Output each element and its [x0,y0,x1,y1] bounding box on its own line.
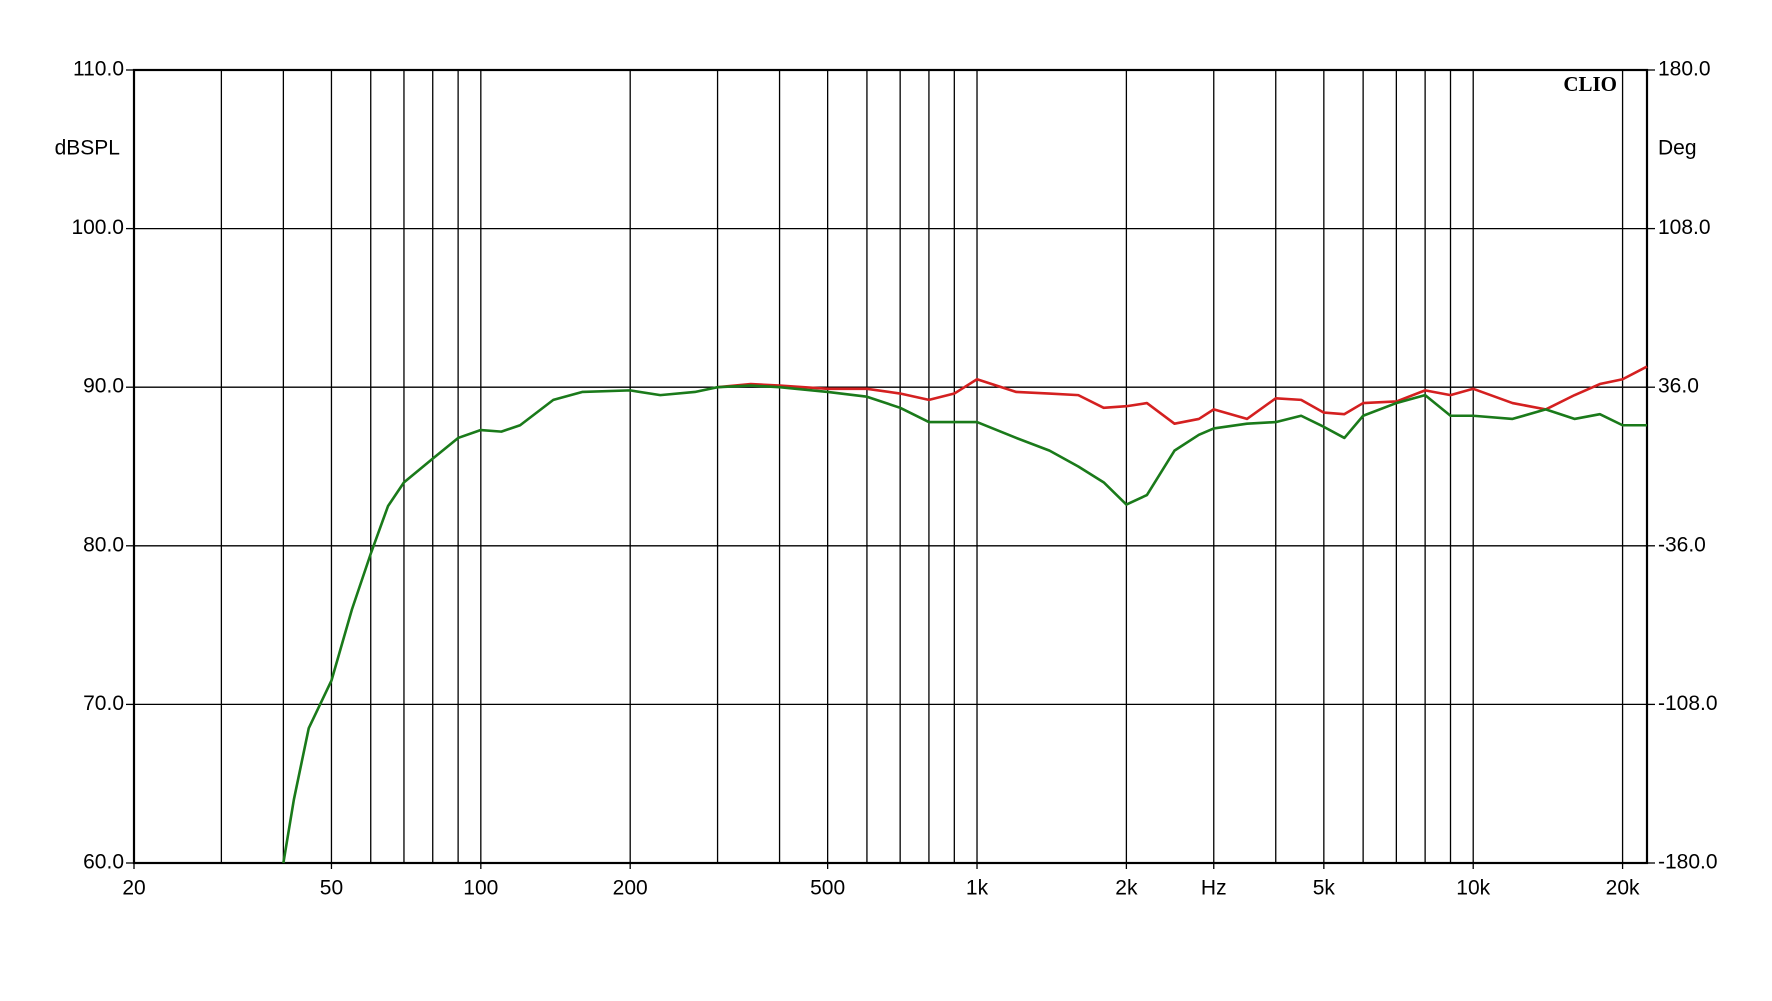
y-tick-label: 90.0 [83,375,124,398]
y2-tick-label: 108.0 [1658,216,1711,239]
x-tick-label: 500 [810,877,845,900]
x-tick-label: 20k [1606,877,1640,900]
y2-tick-label: -36.0 [1658,533,1706,556]
y-axis-label: dBSPL [55,137,120,160]
x-tick-label: 10k [1456,877,1490,900]
x-tick-label: 2k [1115,877,1138,900]
series-line [282,384,1647,864]
x-tick-label: 5k [1313,877,1336,900]
plot-frame [132,68,1649,865]
y2-tick-label: -108.0 [1658,692,1718,715]
y2-tick-label: 36.0 [1658,375,1699,398]
series-line [717,365,1648,425]
y-tick-label: 70.0 [83,692,124,715]
y-tick-label: 80.0 [83,533,124,556]
x-tick-label: 1k [966,877,989,900]
x-tick-label: 100 [463,877,498,900]
y2-tick-label: 180.0 [1658,58,1711,81]
y-tick-label: 110.0 [73,58,124,81]
y2-tick-label: -180.0 [1658,851,1718,874]
y-tick-label: 60.0 [83,851,124,874]
x-tick-label: 20 [122,877,145,900]
watermark: CLIO [1563,72,1617,96]
x-tick-label: 200 [613,877,648,900]
x-tick-label: 50 [320,877,343,900]
x-tick-label: Hz [1201,877,1227,900]
y-tick-label: 100.0 [71,216,124,239]
y2-axis-label: Deg [1658,137,1697,160]
